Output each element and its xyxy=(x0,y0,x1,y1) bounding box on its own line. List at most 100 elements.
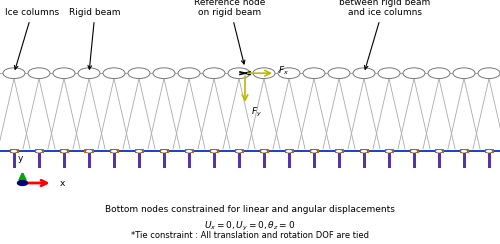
Circle shape xyxy=(236,150,242,153)
Polygon shape xyxy=(398,150,409,152)
Polygon shape xyxy=(412,153,416,168)
Polygon shape xyxy=(184,149,194,153)
Polygon shape xyxy=(388,153,390,168)
Text: *Tie constraint : All translation and rotation DOF are tied: *Tie constraint : All translation and ro… xyxy=(131,231,369,240)
Circle shape xyxy=(303,68,325,79)
Polygon shape xyxy=(344,150,355,152)
Circle shape xyxy=(253,68,275,79)
Text: Bottom nodes constrained for linear and angular displacements: Bottom nodes constrained for linear and … xyxy=(105,205,395,214)
Polygon shape xyxy=(12,153,16,168)
Circle shape xyxy=(110,150,117,153)
Polygon shape xyxy=(294,150,305,152)
Polygon shape xyxy=(360,149,368,153)
Polygon shape xyxy=(234,149,244,153)
Polygon shape xyxy=(473,150,484,152)
Polygon shape xyxy=(10,149,18,153)
Polygon shape xyxy=(18,150,30,152)
Polygon shape xyxy=(460,149,468,153)
Circle shape xyxy=(3,68,25,79)
Polygon shape xyxy=(423,150,434,152)
Text: x: x xyxy=(60,179,66,187)
Circle shape xyxy=(386,150,392,153)
Polygon shape xyxy=(60,149,68,153)
Polygon shape xyxy=(188,153,190,168)
Circle shape xyxy=(160,150,168,153)
Text: Reference node
on rigid beam: Reference node on rigid beam xyxy=(194,0,266,64)
Circle shape xyxy=(378,68,400,79)
Circle shape xyxy=(178,68,200,79)
Circle shape xyxy=(210,150,218,153)
Circle shape xyxy=(128,68,150,79)
Polygon shape xyxy=(94,150,105,152)
Polygon shape xyxy=(38,153,40,168)
Polygon shape xyxy=(394,150,405,152)
Polygon shape xyxy=(323,150,334,152)
Polygon shape xyxy=(160,149,168,153)
Polygon shape xyxy=(298,150,310,152)
Polygon shape xyxy=(362,153,366,168)
Polygon shape xyxy=(418,150,430,152)
Polygon shape xyxy=(44,150,55,152)
Polygon shape xyxy=(48,150,60,152)
Circle shape xyxy=(360,150,368,153)
Polygon shape xyxy=(438,153,440,168)
Polygon shape xyxy=(123,150,134,152)
Polygon shape xyxy=(384,149,394,153)
Circle shape xyxy=(336,150,342,153)
Polygon shape xyxy=(448,150,460,152)
Polygon shape xyxy=(173,150,184,152)
Polygon shape xyxy=(494,150,500,152)
Polygon shape xyxy=(468,150,480,152)
Polygon shape xyxy=(248,150,260,152)
Polygon shape xyxy=(134,149,143,153)
Polygon shape xyxy=(210,149,218,153)
Circle shape xyxy=(353,68,375,79)
Polygon shape xyxy=(284,149,294,153)
Polygon shape xyxy=(98,150,110,152)
Circle shape xyxy=(153,68,175,79)
Circle shape xyxy=(453,68,475,79)
Polygon shape xyxy=(218,150,230,152)
Text: Rigid beam: Rigid beam xyxy=(69,8,121,69)
Polygon shape xyxy=(318,150,330,152)
Polygon shape xyxy=(338,153,340,168)
Circle shape xyxy=(310,150,318,153)
Polygon shape xyxy=(212,153,216,168)
Circle shape xyxy=(53,68,75,79)
Polygon shape xyxy=(148,150,160,152)
Polygon shape xyxy=(368,150,380,152)
Text: $F_y$: $F_y$ xyxy=(251,106,262,119)
Circle shape xyxy=(60,150,68,153)
Polygon shape xyxy=(194,150,205,152)
Polygon shape xyxy=(288,153,290,168)
Circle shape xyxy=(428,68,450,79)
Text: y: y xyxy=(18,154,22,163)
Circle shape xyxy=(403,68,425,79)
Circle shape xyxy=(478,68,500,79)
Polygon shape xyxy=(310,149,318,153)
Text: Tie constraint*
between rigid beam
and ice columns: Tie constraint* between rigid beam and i… xyxy=(340,0,430,69)
Polygon shape xyxy=(62,153,66,168)
Circle shape xyxy=(28,68,50,79)
Polygon shape xyxy=(410,149,418,153)
Circle shape xyxy=(103,68,125,79)
Circle shape xyxy=(136,150,142,153)
Polygon shape xyxy=(168,150,180,152)
Polygon shape xyxy=(110,149,118,153)
Polygon shape xyxy=(238,153,240,168)
Circle shape xyxy=(278,68,300,79)
Circle shape xyxy=(78,68,100,79)
Polygon shape xyxy=(88,153,90,168)
Polygon shape xyxy=(488,153,490,168)
Circle shape xyxy=(36,150,43,153)
Circle shape xyxy=(18,181,28,185)
Circle shape xyxy=(86,150,92,153)
Polygon shape xyxy=(112,153,116,168)
Polygon shape xyxy=(162,153,166,168)
Polygon shape xyxy=(348,150,360,152)
Polygon shape xyxy=(334,149,344,153)
Circle shape xyxy=(328,68,350,79)
Polygon shape xyxy=(84,149,94,153)
Polygon shape xyxy=(23,150,34,152)
Polygon shape xyxy=(462,153,466,168)
